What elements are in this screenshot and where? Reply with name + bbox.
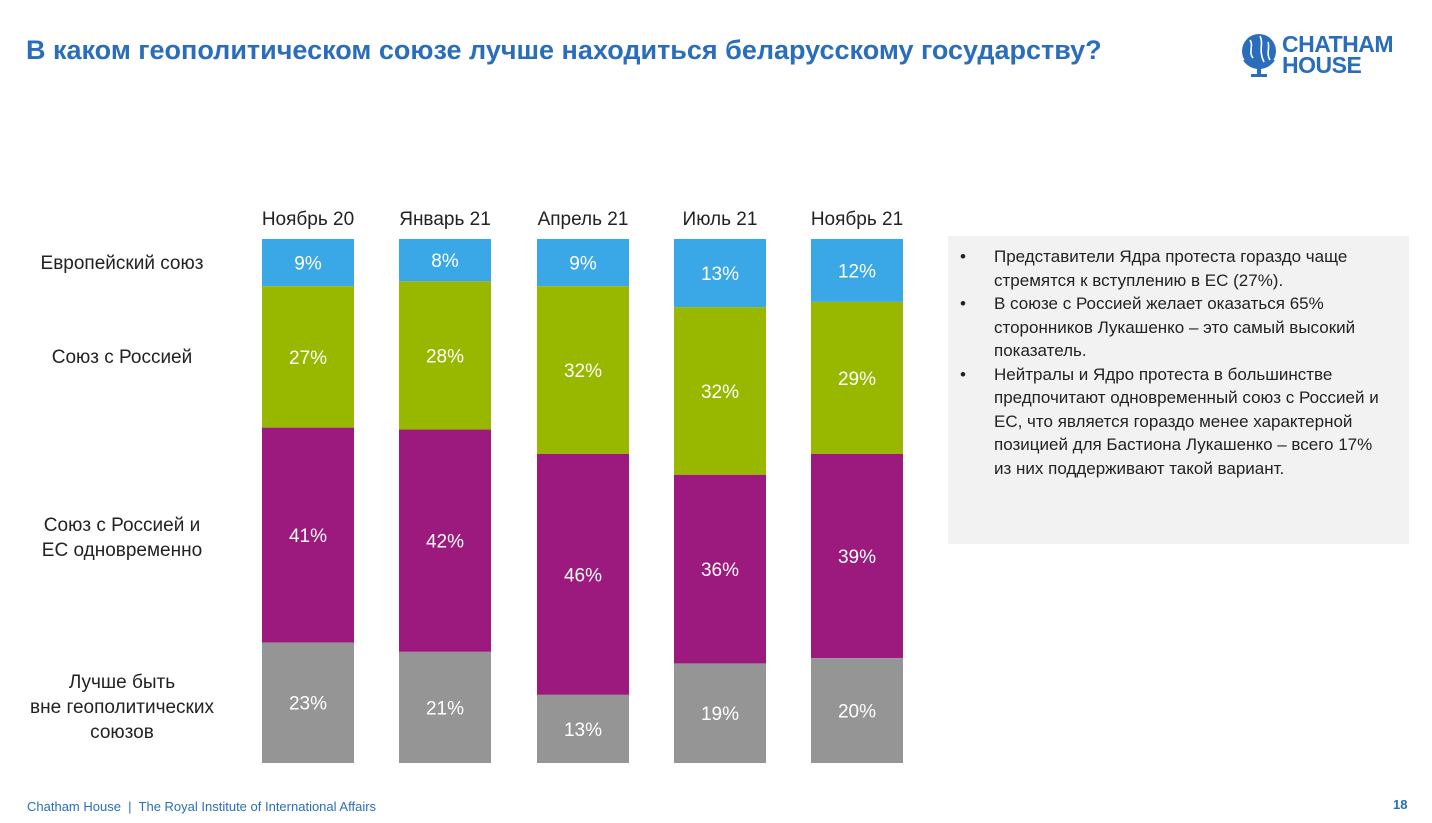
- stacked-bar-chart: Ноябрь 20 9% 27% 41% 23% Январь 21 8% 28% 42% 21%…: [262, 209, 903, 763]
- bar-segment: [399, 429, 491, 652]
- page-title: В каком геополитическом союзе лучше нахо…: [26, 35, 1102, 65]
- bar-segment: [674, 474, 766, 664]
- data-label: 46%: [564, 565, 602, 586]
- logo-text: HOUSE: [1282, 52, 1362, 78]
- data-label: 23%: [289, 694, 327, 715]
- notes-panel: Представители Ядра протеста гораздо чаще…: [948, 236, 1409, 544]
- bar-segment: [399, 239, 491, 282]
- bar-segment: [537, 453, 629, 695]
- data-label: 9%: [569, 254, 597, 275]
- bar-segment: [262, 642, 354, 763]
- logo-text: CHATHAM: [1282, 31, 1394, 57]
- globe-icon: [1242, 34, 1276, 77]
- row-label-eu: Европейский союз: [40, 253, 204, 274]
- bar-segment: [262, 239, 354, 287]
- category-label: Ноябрь 21: [811, 209, 903, 230]
- bar-segment: [399, 651, 491, 763]
- row-label-none: Лучше быть вне геополитических союзов: [30, 672, 214, 743]
- data-label: 28%: [426, 346, 464, 367]
- data-label: 42%: [426, 532, 464, 553]
- bar-segment: [674, 307, 766, 475]
- data-label: 32%: [701, 382, 739, 403]
- bar-segment: [674, 239, 766, 308]
- data-label: 9%: [294, 254, 322, 275]
- bar-segment: [811, 658, 903, 763]
- note-item: Нейтралы и Ядро протеста в большинстве п…: [960, 363, 1389, 481]
- bar-segment: [537, 286, 629, 454]
- bar-segment: [811, 239, 903, 302]
- data-label: 32%: [564, 361, 602, 382]
- bar-segment: [811, 453, 903, 659]
- bar-segment: [262, 427, 354, 643]
- data-label: 39%: [838, 547, 876, 568]
- category-label: Январь 21: [399, 209, 491, 230]
- footer-text: Chatham House | The Royal Institute of I…: [27, 799, 377, 814]
- row-label-russia: Союз с Россией: [51, 347, 193, 368]
- category-label: Июль 21: [683, 209, 758, 230]
- note-item: Представители Ядра протеста гораздо чаще…: [960, 245, 1389, 292]
- bar-segment: [537, 239, 629, 287]
- bar-segment: [674, 663, 766, 763]
- data-label: 21%: [426, 698, 464, 719]
- data-label: 13%: [564, 720, 602, 741]
- row-label-both: Союз с Россией и ЕС одновременно: [41, 515, 203, 561]
- data-label: 13%: [701, 264, 739, 285]
- data-label: 41%: [289, 526, 327, 547]
- bar-segment: [262, 286, 354, 428]
- data-label: 27%: [289, 348, 327, 369]
- data-label: 19%: [701, 704, 739, 725]
- category-label: Апрель 21: [538, 209, 629, 230]
- data-label: 36%: [701, 560, 739, 581]
- note-item: В союзе с Россией желает оказаться 65% с…: [960, 292, 1389, 363]
- data-label: 29%: [838, 369, 876, 390]
- chatham-house-logo: CHATHAM HOUSE: [1240, 31, 1394, 78]
- bar-segment: [811, 301, 903, 454]
- bar-segment: [537, 694, 629, 763]
- page-number: 18: [1393, 797, 1408, 812]
- category-label: Ноябрь 20: [262, 209, 354, 230]
- data-label: 8%: [431, 251, 459, 272]
- bar-segment: [399, 281, 491, 430]
- data-label: 12%: [838, 261, 876, 282]
- data-label: 20%: [838, 702, 876, 723]
